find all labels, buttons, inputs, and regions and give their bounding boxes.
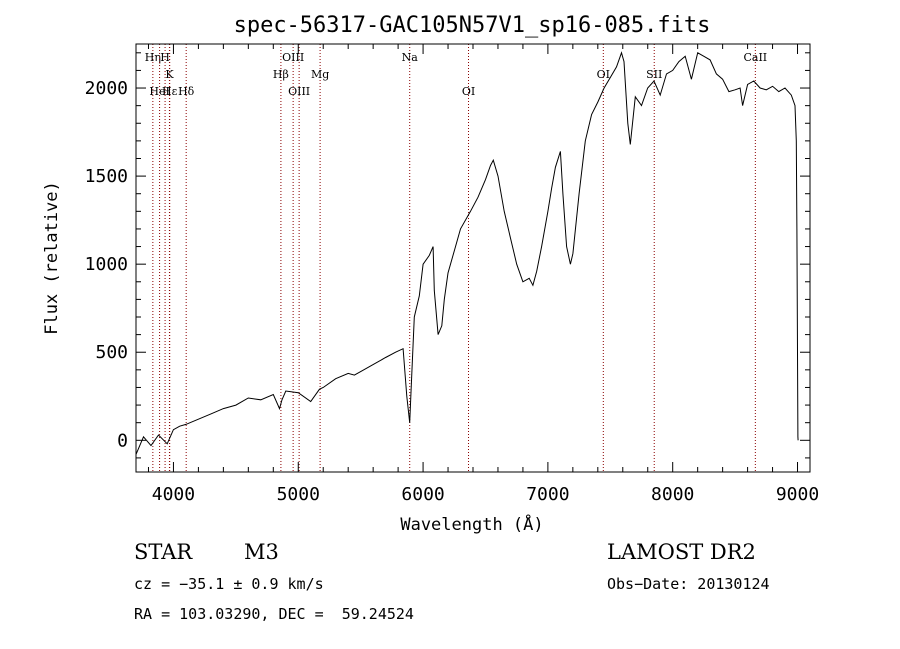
x-tick-label-3: 7000 <box>526 484 569 505</box>
line-label-6: Hβ <box>273 68 289 81</box>
line-label-4: Hε <box>162 85 178 98</box>
coordinates: RA = 103.03290, DEC = 59.24524 <box>134 605 414 623</box>
line-label-5: Hδ <box>178 85 195 98</box>
y-tick-label-4: 2000 <box>85 78 128 99</box>
y-tick-label-2: 1000 <box>85 254 128 275</box>
x-tick-label-5: 9000 <box>776 484 819 505</box>
y-axis-ticks: 0 500 1000 1500 2000 <box>85 52 810 459</box>
y-tick-label-3: 1500 <box>85 166 128 187</box>
x-tick-label-0: 4000 <box>152 484 195 505</box>
plot-frame <box>135 43 811 473</box>
x-tick-label-1: 5000 <box>277 484 320 505</box>
observation-date: Obs−Date: 20130124 <box>607 575 770 593</box>
line-label-13: SII <box>646 68 662 81</box>
line-label-12: OI <box>597 68 610 81</box>
redshift-cz: cz = −35.1 ± 0.9 km/s <box>134 575 324 593</box>
line-label-10: Na <box>402 51 419 64</box>
x-tick-label-4: 8000 <box>651 484 694 505</box>
line-label-2: H <box>160 51 170 64</box>
spectral-line-markers: HηHeIHKHεHδHβOIIIOIIIMgNaOIOISIICaII <box>145 44 767 472</box>
x-axis-ticks: 4000 5000 6000 7000 8000 9000 <box>147 44 819 505</box>
spectrum-series-line <box>135 51 799 455</box>
line-label-14: CaII <box>743 51 767 64</box>
line-label-0: Hη <box>145 51 161 64</box>
line-label-1: HeI <box>149 85 169 98</box>
chart-title: spec-56317-GAC105N57V1_sp16-085.fits <box>234 13 711 38</box>
line-label-8: OIII <box>288 85 310 98</box>
object-class: STAR <box>134 540 193 564</box>
spectrum-chart: spec-56317-GAC105N57V1_sp16-085.fits HηH… <box>42 13 819 535</box>
y-tick-label-0: 0 <box>117 430 128 451</box>
x-tick-label-2: 6000 <box>401 484 444 505</box>
line-label-9: Mg <box>311 68 329 81</box>
x-axis-label: Wavelength (Å) <box>400 513 543 535</box>
y-tick-label-1: 500 <box>95 342 128 363</box>
object-subclass: M3 <box>244 540 279 564</box>
survey-name: LAMOST DR2 <box>607 540 756 564</box>
line-label-11: OI <box>462 85 475 98</box>
line-label-7: OIII <box>282 51 304 64</box>
y-axis-label: Flux (relative) <box>42 181 62 335</box>
